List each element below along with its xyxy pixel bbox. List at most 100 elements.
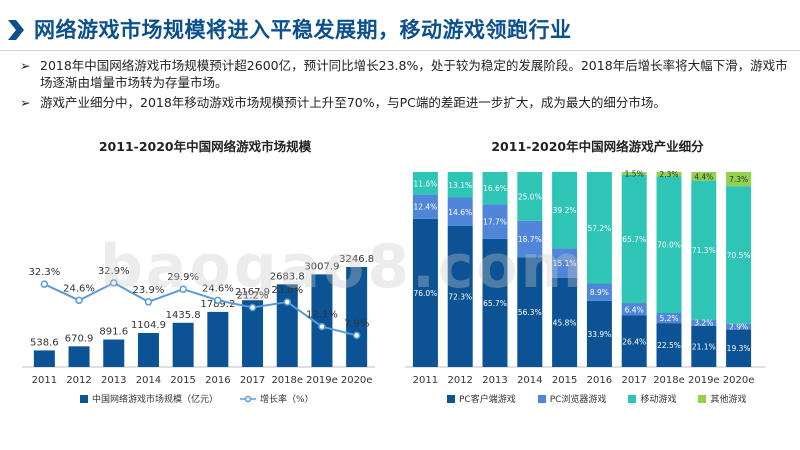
bar-value-label: 1104.9 [131,320,166,331]
x-tick-label: 2020e [723,375,755,386]
bar-value-label: 670.9 [65,333,94,344]
bar-value-label: 3007.9 [304,261,339,272]
segment-value-label: 3.2% [694,319,713,328]
pc-browser-segment [726,323,752,330]
segment-value-label: 76.0% [413,289,437,298]
x-tick-label: 2020e [341,375,373,386]
x-tick-label: 2018e [271,375,303,386]
mobile-segment [656,176,682,313]
x-tick-label: 2012 [66,375,91,386]
segment-value-label: 45.8% [553,318,577,327]
market-size-bar [137,332,159,367]
watermark: baogao8.com [100,232,587,302]
left-chart-legend: 中国网络游戏市场规模（亿元） 增长率（%） [80,392,336,405]
segment-value-label: 70.0% [657,241,681,250]
bar-value-label: 891.6 [99,327,128,338]
segment-value-label: 22.5% [657,341,681,350]
pc-client-segment [517,257,543,367]
growth-rate-line [43,281,357,337]
right-chart-legend: PC客户端游戏 PC浏览器游戏 移动游戏 其他游戏 [447,392,768,405]
segment-value-label: 1.5% [625,169,644,178]
legend-swatch [447,394,455,403]
segment-value-label: 65.7% [622,235,646,244]
legend-item-pc-browser: PC浏览器游戏 [537,392,606,405]
pc-browser-segment [656,312,682,324]
growth-rate-point [110,279,118,287]
bar-value-label: 538.6 [30,337,59,348]
growth-rate-point [75,296,83,305]
mobile-segment [691,180,717,320]
pc-browser-segment [482,204,508,239]
segment-value-label: 13.1% [448,181,472,190]
legend-item-pc-client: PC客户端游戏 [447,392,516,405]
bar-value-label: 2683.8 [270,271,305,282]
bar-value-label: 2167.9 [235,287,270,298]
growth-rate-label: 23.9% [133,285,165,296]
growth-rate-label: 24.6% [63,283,95,294]
market-size-bar [242,300,264,367]
growth-rate-label: 32.3% [28,267,60,278]
other-segment [691,172,717,181]
growth-rate-label: 32.9% [98,266,130,277]
segment-value-label: 16.6% [483,184,507,193]
bullet-arrow-icon: ➢ [20,58,31,73]
pc-browser-segment [552,248,578,278]
pc-client-segment [586,300,612,367]
x-tick-label: 2017 [240,375,265,386]
legend-item-other: 其他游戏 [698,392,746,405]
x-tick-label: 2014 [136,375,161,386]
growth-rate-point [283,298,291,306]
market-size-bar [33,350,55,367]
pc-client-segment [621,315,647,367]
x-tick-label: 2019e [306,375,338,386]
growth-rate-point [40,280,49,288]
pc-client-segment [552,277,578,367]
segment-value-label: 65.7% [483,299,507,308]
left-chart-title: 2011-2020年中国网络游戏市场规模 [98,139,312,154]
pc-client-segment [726,329,752,367]
mobile-segment [482,172,508,205]
segment-value-label: 71.3% [692,246,716,255]
segment-value-label: 33.9% [587,330,611,339]
segment-value-label: 57.2% [587,224,611,233]
legend-swatch [537,394,546,403]
growth-rate-label: 7.9% [344,318,369,329]
pc-browser-segment [691,319,717,326]
segment-value-label: 26.4% [622,337,646,346]
x-tick-label: 2011 [413,375,438,386]
legend-item-growth-rate: 增长率（%） [240,392,314,405]
bullet-1: ➢ 2018年中国网络游戏市场规模预计超2600亿，预计同比增长23.8%，处于… [20,57,790,91]
growth-rate-point [179,285,187,293]
segment-value-label: 18.7% [518,235,542,244]
pc-browser-segment [517,220,543,258]
x-tick-label: 2011 [32,375,57,386]
legend-item-market-size: 中国网络游戏市场规模（亿元） [80,392,218,405]
mobile-segment [726,186,752,324]
x-tick-label: 2016 [587,375,612,386]
pc-browser-segment [447,197,473,227]
pc-client-segment [691,325,717,367]
pc-client-segment [447,226,473,367]
mobile-segment [412,172,438,195]
segment-value-label: 15.1% [553,259,577,268]
bar-value-label: 3246.8 [339,254,374,265]
other-segment [726,172,752,187]
x-tick-label: 2013 [482,375,507,386]
legend-label: 移动游戏 [640,395,677,405]
x-tick-label: 2019e [688,375,720,386]
segment-value-label: 17.7% [483,218,507,227]
market-size-bar [172,322,194,367]
mobile-segment [517,172,543,221]
pc-browser-segment [586,283,612,301]
mobile-segment [552,171,578,249]
legend-swatch [628,394,637,403]
pc-client-segment [482,238,508,367]
segment-value-label: 70.5% [727,251,751,260]
legend-swatch [698,394,707,403]
growth-rate-point [318,322,326,331]
legend-label: 其他游戏 [710,395,747,405]
mobile-segment [447,172,473,198]
x-tick-label: 2017 [621,375,646,386]
bullet-text: 2018年中国网络游戏市场规模预计超2600亿，预计同比增长23.8%，处于较为… [40,58,788,90]
pc-browser-segment [412,194,438,219]
